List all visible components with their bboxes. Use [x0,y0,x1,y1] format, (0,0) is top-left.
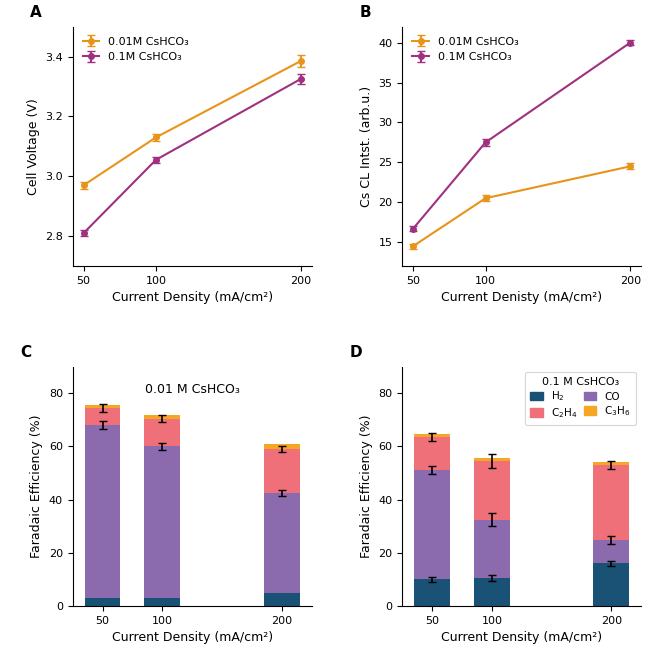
Bar [144,414,180,418]
Bar [264,444,299,449]
Bar [85,425,120,598]
Bar [264,493,299,593]
Bar [144,418,180,446]
X-axis label: Current Density (mA/cm²): Current Density (mA/cm²) [112,291,273,304]
X-axis label: Current Density (mA/cm²): Current Density (mA/cm²) [112,631,273,644]
Bar [474,461,510,519]
Bar [414,470,450,579]
Legend: H$_2$, C$_2$H$_4$, CO, C$_3$H$_6$: H$_2$, C$_2$H$_4$, CO, C$_3$H$_6$ [525,372,636,425]
Bar [144,598,180,606]
Y-axis label: Faradaic Efficiency (%): Faradaic Efficiency (%) [30,415,44,558]
Bar [594,462,629,465]
Bar [414,434,450,437]
Bar [414,437,450,470]
Bar [594,563,629,606]
X-axis label: Current Density (mA/cm²): Current Density (mA/cm²) [441,631,602,644]
Y-axis label: Cell Voltage (V): Cell Voltage (V) [26,98,40,194]
Text: A: A [30,5,42,20]
Bar [474,519,510,578]
Bar [474,458,510,461]
Text: C: C [20,345,31,360]
X-axis label: Current Denisty (mA/cm²): Current Denisty (mA/cm²) [441,291,602,304]
Y-axis label: Cs CL Intst. (arb.u.): Cs CL Intst. (arb.u.) [360,86,373,207]
Text: B: B [360,5,371,20]
Bar [144,446,180,598]
Legend: 0.01M CsHCO₃, 0.1M CsHCO₃: 0.01M CsHCO₃, 0.1M CsHCO₃ [408,32,523,67]
Bar [474,578,510,606]
Y-axis label: Faradaic Efficiency (%): Faradaic Efficiency (%) [360,415,373,558]
Bar [85,598,120,606]
Bar [85,408,120,425]
Bar [594,465,629,539]
Bar [594,539,629,563]
Bar [414,579,450,606]
Text: 0.01 M CsHCO₃: 0.01 M CsHCO₃ [145,384,239,396]
Bar [85,405,120,408]
Legend: 0.01M CsHCO₃, 0.1M CsHCO₃: 0.01M CsHCO₃, 0.1M CsHCO₃ [78,32,194,67]
Bar [264,449,299,493]
Text: D: D [350,345,362,360]
Bar [264,593,299,606]
